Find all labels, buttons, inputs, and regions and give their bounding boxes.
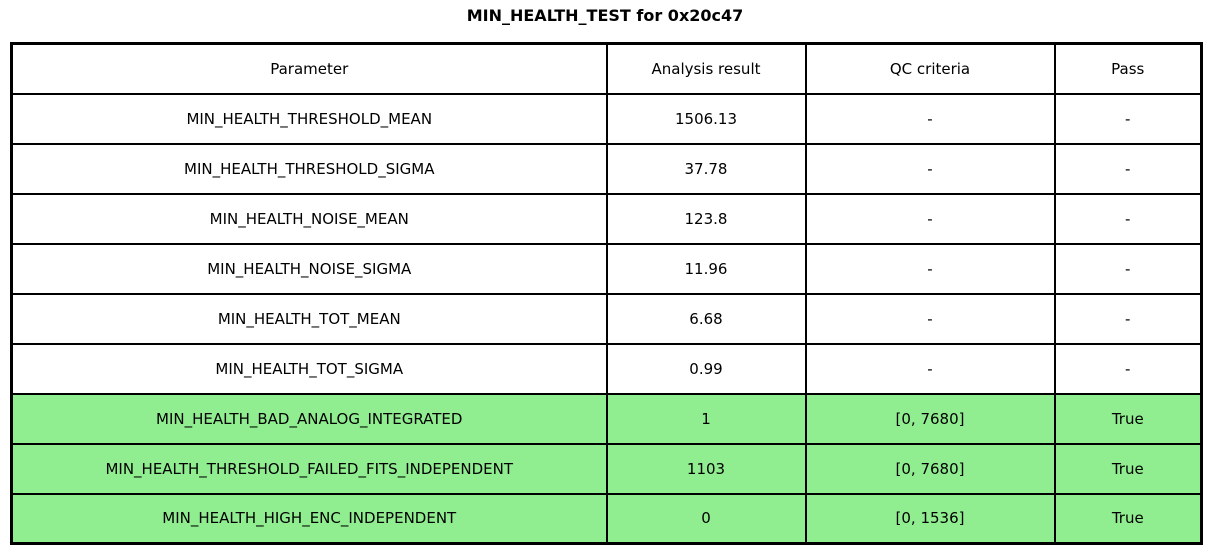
- parameter-cell: MIN_HEALTH_TOT_SIGMA: [10, 342, 608, 395]
- pass-cell: -: [1053, 142, 1203, 195]
- qc-criteria-cell: -: [804, 242, 1056, 295]
- qc-criteria-cell: -: [804, 192, 1056, 245]
- figure-title: MIN_HEALTH_TEST for 0x20c47: [466, 6, 744, 25]
- pass-cell: True: [1053, 442, 1203, 495]
- qc-criteria-cell: [0, 1536]: [804, 492, 1056, 545]
- result-cell: 6.68: [605, 292, 807, 345]
- pass-cell: -: [1053, 342, 1203, 395]
- parameter-cell: MIN_HEALTH_BAD_ANALOG_INTEGRATED: [10, 392, 608, 445]
- qc-results-table: Parameter Analysis result QC criteria Pa…: [10, 42, 1203, 545]
- parameter-cell: MIN_HEALTH_THRESHOLD_MEAN: [10, 92, 608, 145]
- result-cell: 37.78: [605, 142, 807, 195]
- header-row: Parameter Analysis result QC criteria Pa…: [10, 42, 1203, 95]
- parameter-cell: MIN_HEALTH_NOISE_SIGMA: [10, 242, 608, 295]
- qc-criteria-cell: -: [804, 142, 1056, 195]
- table-row: MIN_HEALTH_TOT_SIGMA 0.99 - -: [10, 342, 1203, 395]
- table-row: MIN_HEALTH_THRESHOLD_MEAN 1506.13 - -: [10, 92, 1203, 145]
- qc-criteria-cell: [0, 7680]: [804, 442, 1056, 495]
- qc-criteria-cell: -: [804, 92, 1056, 145]
- result-cell: 11.96: [605, 242, 807, 295]
- result-cell: 0.99: [605, 342, 807, 395]
- table-row: MIN_HEALTH_NOISE_SIGMA 11.96 - -: [10, 242, 1203, 295]
- table-row: MIN_HEALTH_NOISE_MEAN 123.8 - -: [10, 192, 1203, 245]
- header-parameter: Parameter: [10, 42, 608, 95]
- result-cell: 1103: [605, 442, 807, 495]
- header-pass: Pass: [1053, 42, 1203, 95]
- pass-cell: -: [1053, 292, 1203, 345]
- pass-cell: True: [1053, 392, 1203, 445]
- result-cell: 1506.13: [605, 92, 807, 145]
- parameter-cell: MIN_HEALTH_THRESHOLD_SIGMA: [10, 142, 608, 195]
- table-row-highlighted: MIN_HEALTH_BAD_ANALOG_INTEGRATED 1 [0, 7…: [10, 392, 1203, 445]
- parameter-cell: MIN_HEALTH_NOISE_MEAN: [10, 192, 608, 245]
- table-row-highlighted: MIN_HEALTH_THRESHOLD_FAILED_FITS_INDEPEN…: [10, 442, 1203, 495]
- parameter-cell: MIN_HEALTH_TOT_MEAN: [10, 292, 608, 345]
- qc-criteria-cell: -: [804, 292, 1056, 345]
- table-row-highlighted: MIN_HEALTH_HIGH_ENC_INDEPENDENT 0 [0, 15…: [10, 492, 1203, 545]
- parameter-cell: MIN_HEALTH_HIGH_ENC_INDEPENDENT: [10, 492, 608, 545]
- pass-cell: -: [1053, 242, 1203, 295]
- qc-criteria-cell: -: [804, 342, 1056, 395]
- header-qc-criteria: QC criteria: [804, 42, 1056, 95]
- pass-cell: -: [1053, 92, 1203, 145]
- pass-cell: True: [1053, 492, 1203, 545]
- result-cell: 123.8: [605, 192, 807, 245]
- table-row: MIN_HEALTH_TOT_MEAN 6.68 - -: [10, 292, 1203, 345]
- parameter-cell: MIN_HEALTH_THRESHOLD_FAILED_FITS_INDEPEN…: [10, 442, 608, 495]
- qc-criteria-cell: [0, 7680]: [804, 392, 1056, 445]
- result-cell: 1: [605, 392, 807, 445]
- header-analysis-result: Analysis result: [605, 42, 807, 95]
- pass-cell: -: [1053, 192, 1203, 245]
- table-row: MIN_HEALTH_THRESHOLD_SIGMA 37.78 - -: [10, 142, 1203, 195]
- result-cell: 0: [605, 492, 807, 545]
